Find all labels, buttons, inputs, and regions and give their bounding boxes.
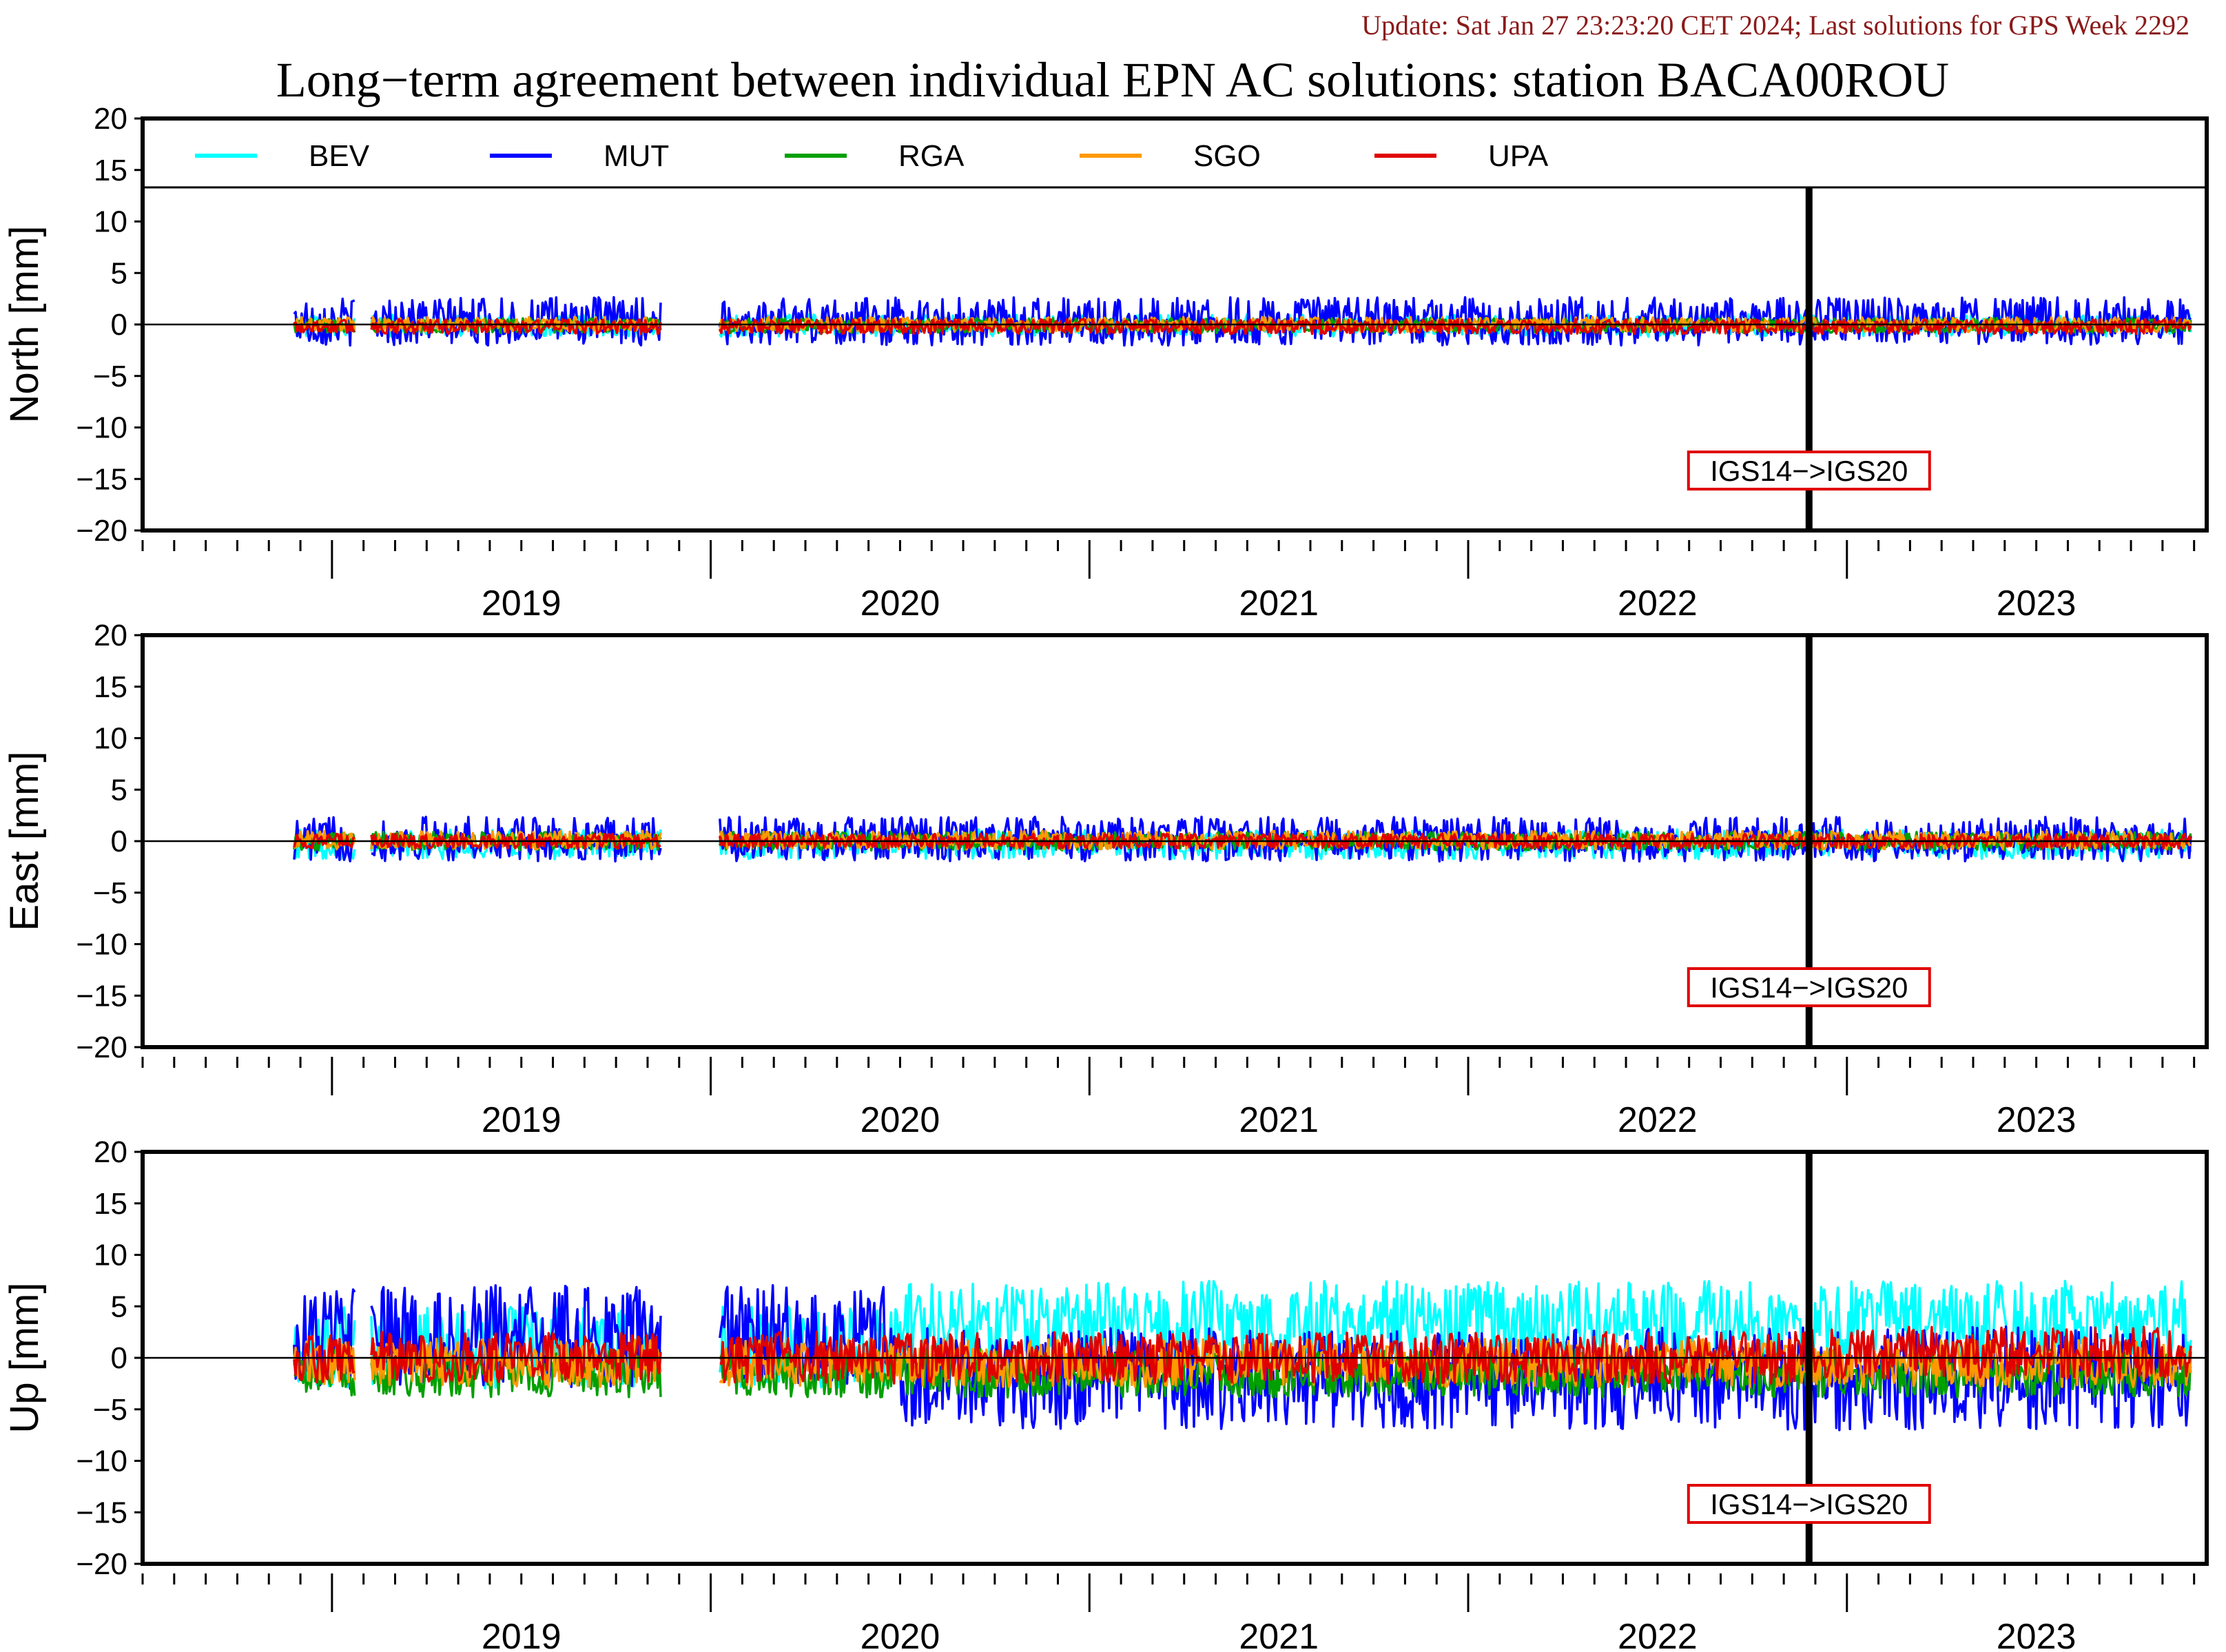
y-axis-label: Up [mm]: [2, 1282, 47, 1433]
legend-background: [143, 118, 2207, 187]
y-tick-label: −10: [76, 928, 127, 962]
x-year-label: 2021: [1239, 584, 1319, 623]
y-tick-label: −5: [93, 1393, 127, 1427]
y-tick-label: 5: [111, 1290, 127, 1323]
x-year-label: 2023: [1997, 1617, 2076, 1652]
y-tick-label: 15: [94, 154, 127, 187]
y-tick-label: −20: [76, 1547, 127, 1581]
y-tick-label: 15: [94, 670, 127, 704]
legend-label-sgo: SGO: [1193, 139, 1261, 173]
y-tick-label: 10: [94, 205, 127, 239]
frame-change-annotation: IGS14−>IGS20: [1710, 1488, 1908, 1520]
x-year-label: 2020: [860, 1617, 940, 1652]
y-tick-label: 0: [111, 1341, 127, 1375]
series-line-upa: [293, 1325, 2192, 1385]
y-tick-label: −15: [76, 1496, 127, 1529]
update-timestamp: Update: Sat Jan 27 23:23:20 CET 2024; La…: [1361, 10, 2189, 41]
x-year-label: 2021: [1239, 1617, 1319, 1652]
frame-change-annotation-box: [1687, 967, 1931, 1007]
y-tick-label: 5: [111, 256, 127, 290]
y-tick-label: −5: [93, 360, 127, 393]
y-tick-label: 20: [94, 102, 127, 136]
legend-label-bev: BEV: [309, 139, 370, 173]
frame-change-annotation-box: [1687, 1484, 1931, 1524]
frame-change-annotation-box: [1687, 451, 1931, 491]
y-tick-label: −20: [76, 514, 127, 548]
series-group-north: [293, 296, 2192, 347]
x-year-label: 2023: [1997, 1100, 2076, 1140]
x-year-label: 2021: [1239, 1100, 1319, 1140]
y-tick-label: −10: [76, 411, 127, 445]
x-year-label: 2019: [482, 1617, 561, 1652]
frame-change-annotation: IGS14−>IGS20: [1710, 455, 1908, 487]
x-year-label: 2022: [1618, 1617, 1698, 1652]
frame-change-annotation: IGS14−>IGS20: [1710, 971, 1908, 1004]
y-tick-label: 0: [111, 825, 127, 858]
panel-north: BEV MUT RGA SGO UPA IGS14−>IGS20 −20 −15 −10 −5 0 5…: [2, 102, 2209, 623]
x-year-label: 2022: [1618, 1100, 1698, 1140]
y-tick-label: 0: [111, 308, 127, 342]
series-group-up: [293, 1279, 2192, 1432]
x-year-label: 2019: [482, 1100, 561, 1140]
y-tick-label: −15: [76, 462, 127, 496]
chart-title: Long−term agreement between individual E…: [276, 52, 1949, 107]
y-tick-label: 5: [111, 773, 127, 807]
x-year-label: 2020: [860, 1100, 940, 1140]
y-tick-label: 10: [94, 1239, 127, 1272]
y-tick-label: −5: [93, 876, 127, 910]
x-year-label: 2020: [860, 584, 940, 623]
y-tick-label: −20: [76, 1031, 127, 1064]
panels-group: BEV MUT RGA SGO UPA IGS14−>IGS20 −20 −15 −10 −5 0 5…: [2, 102, 2209, 1652]
legend-label-upa: UPA: [1488, 139, 1549, 173]
legend-label-rga: RGA: [898, 139, 965, 173]
y-tick-label: −15: [76, 979, 127, 1013]
legend-label-mut: MUT: [604, 139, 669, 173]
y-tick-label: 10: [94, 722, 127, 756]
y-axis-label: East [mm]: [2, 751, 47, 931]
x-year-label: 2019: [482, 584, 561, 623]
y-axis-label: North [mm]: [2, 226, 47, 424]
x-year-label: 2023: [1997, 584, 2076, 623]
panel-east: IGS14−>IGS20 −20 −15 −10 −5 0 5 10 15 20 East [mm]…: [2, 619, 2209, 1140]
x-year-label: 2022: [1618, 584, 1698, 623]
y-tick-label: 15: [94, 1187, 127, 1221]
y-tick-label: 20: [94, 1135, 127, 1169]
y-tick-label: −10: [76, 1445, 127, 1478]
y-tick-label: 20: [94, 619, 127, 652]
panel-up: IGS14−>IGS20 −20 −15 −10 −5 0 5 10 15 20 Up [mm] 20…: [2, 1135, 2209, 1652]
series-group-east: [293, 816, 2192, 863]
